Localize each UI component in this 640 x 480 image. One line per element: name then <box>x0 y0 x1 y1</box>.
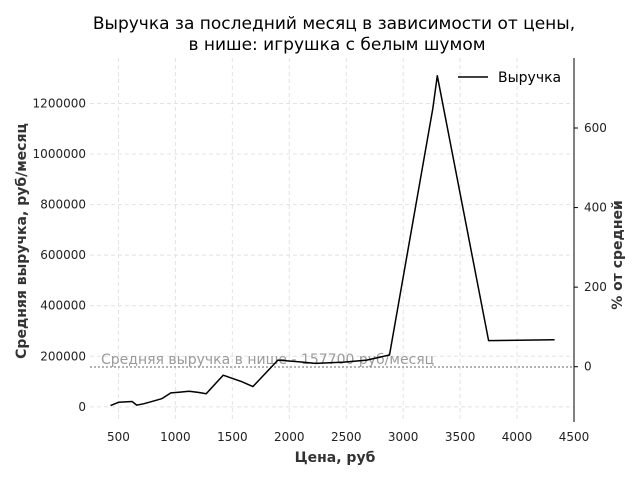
y2-axis-label: % от средней <box>610 200 626 310</box>
y-tick-label: 1000000 <box>33 147 86 161</box>
y-tick-label: 0 <box>78 400 86 414</box>
y2-ticks: 0 200 400 600 <box>574 121 607 374</box>
y2-tick-label: 600 <box>584 121 607 135</box>
x-tick-label: 2500 <box>331 430 362 444</box>
x-tick-label: 2000 <box>274 430 305 444</box>
y-ticks: 0 200000 400000 600000 800000 1000000 1200000 <box>33 97 86 414</box>
x-axis-label: Цена, руб <box>295 450 376 466</box>
legend: Выручка <box>458 70 561 86</box>
y-tick-label: 400000 <box>40 299 86 313</box>
y-tick-label: 200000 <box>40 349 86 363</box>
series-line <box>110 74 555 407</box>
y-tick-label: 600000 <box>40 248 86 262</box>
x-tick-label: 3000 <box>388 430 419 444</box>
reference-line-label: Средняя выручка в нише - 157700 руб/меся… <box>101 352 434 368</box>
series-group <box>110 74 555 407</box>
x-tick-label: 1500 <box>217 430 248 444</box>
chart-title-line1: Выручка за последний месяц в зависимости… <box>93 14 575 34</box>
y-tick-label: 800000 <box>40 198 86 212</box>
y-tick-label: 1200000 <box>33 97 86 111</box>
x-tick-label: 3500 <box>445 430 476 444</box>
x-tick-label: 4500 <box>559 430 590 444</box>
y2-tick-label: 400 <box>584 201 607 215</box>
y2-tick-label: 200 <box>584 280 607 294</box>
x-tick-label: 1000 <box>160 430 191 444</box>
reference-line-group: Средняя выручка в нише - 157700 руб/меся… <box>90 352 574 368</box>
x-tick-label: 500 <box>107 430 130 444</box>
legend-label: Выручка <box>498 70 561 86</box>
x-ticks: 500 1000 1500 2000 2500 3000 3500 4000 4500 <box>107 430 589 444</box>
chart-title-line2: в нише: игрушка с белым шумом <box>188 35 485 55</box>
y2-tick-label: 0 <box>584 360 592 374</box>
y-axis-label: Средняя выручка, руб/месяц <box>14 123 30 359</box>
x-tick-label: 4000 <box>502 430 533 444</box>
